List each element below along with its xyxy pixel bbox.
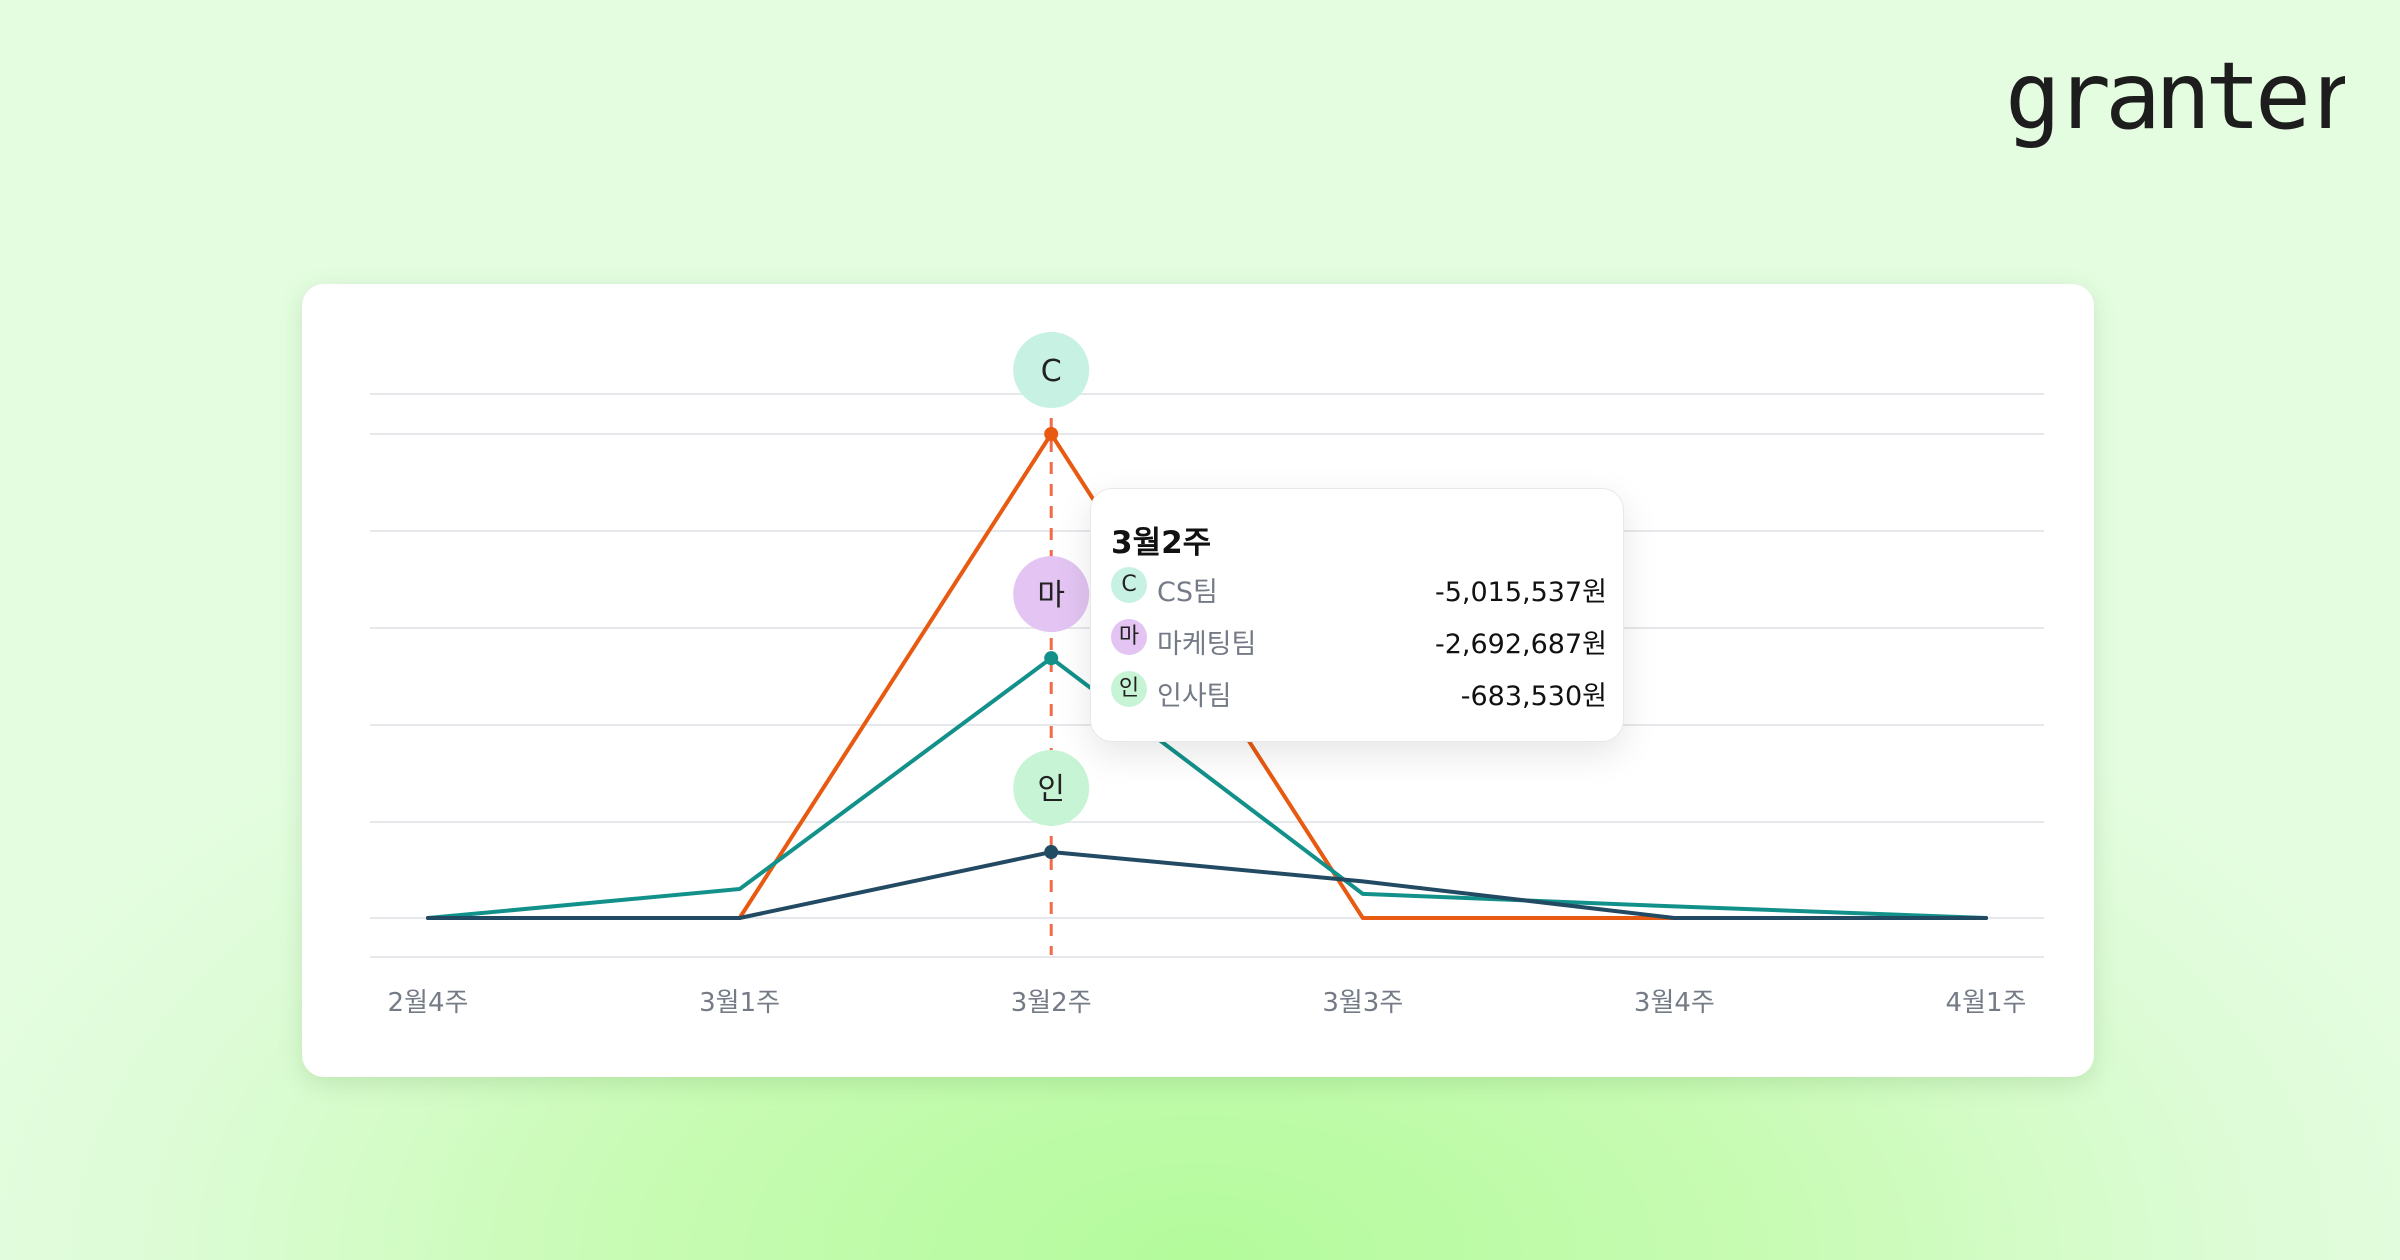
- highlight-point-hr: [1044, 845, 1059, 860]
- x-tick-label: 3월3주: [1322, 988, 1403, 1018]
- tooltip-row-cs: C CS팀 -5,015,537원: [1111, 565, 1607, 608]
- tooltip-badge-marketing: 마: [1111, 619, 1147, 655]
- tooltip-row-hr: 인 인사팀 -683,530원: [1111, 669, 1607, 712]
- tooltip-row-marketing: 마 마케팅팀 -2,692,687원: [1111, 617, 1607, 660]
- series-badge-label: 마: [1037, 578, 1065, 613]
- tooltip-series-name: CS팀: [1157, 577, 1218, 608]
- x-tick-label: 3월1주: [699, 988, 780, 1018]
- tooltip-badge-cs: C: [1111, 567, 1147, 603]
- chart-tooltip: 3월2주 C CS팀 -5,015,537원 마 마케팅팀 -2,692,687…: [1090, 488, 1624, 742]
- granter-logo: granter: [2005, 42, 2364, 150]
- chart-badges: C 마인: [1013, 332, 1090, 827]
- x-tick-label: 2월4주: [388, 988, 469, 1018]
- chart-points: [1044, 427, 1059, 860]
- tooltip-series-value: -5,015,537원: [1435, 577, 1607, 608]
- series-badge-hr: [1013, 750, 1090, 827]
- x-axis-ticks: 2월4주 3월1주 3월2주 3월3주 3월4주 4월1주: [388, 988, 2027, 1018]
- series-line-hr: [426, 850, 1988, 920]
- tooltip-title: 3월2주: [1111, 525, 1212, 561]
- tooltip-series-value: -2,692,687원: [1435, 629, 1607, 660]
- x-tick-label: 3월4주: [1634, 988, 1715, 1018]
- x-tick-label: 3월2주: [1011, 988, 1092, 1018]
- series-line-marketing: [426, 656, 1988, 920]
- tooltip-badge-hr: 인: [1111, 671, 1147, 707]
- x-tick-label: 4월1주: [1946, 988, 2027, 1018]
- logo-text: granter: [2005, 58, 2345, 148]
- series-badge-cs: [1013, 332, 1090, 408]
- highlight-point-marketing: [1044, 651, 1059, 666]
- series-badge-marketing: [1013, 556, 1090, 633]
- tooltip-series-value: -683,530원: [1460, 681, 1607, 712]
- series-badge-label: C: [1041, 354, 1062, 389]
- highlight-point-cs: [1044, 427, 1059, 441]
- tooltip-series-name: 마케팅팀: [1157, 629, 1257, 660]
- series-badge-label: 인: [1037, 772, 1065, 807]
- tooltip-series-name: 인사팀: [1157, 681, 1232, 712]
